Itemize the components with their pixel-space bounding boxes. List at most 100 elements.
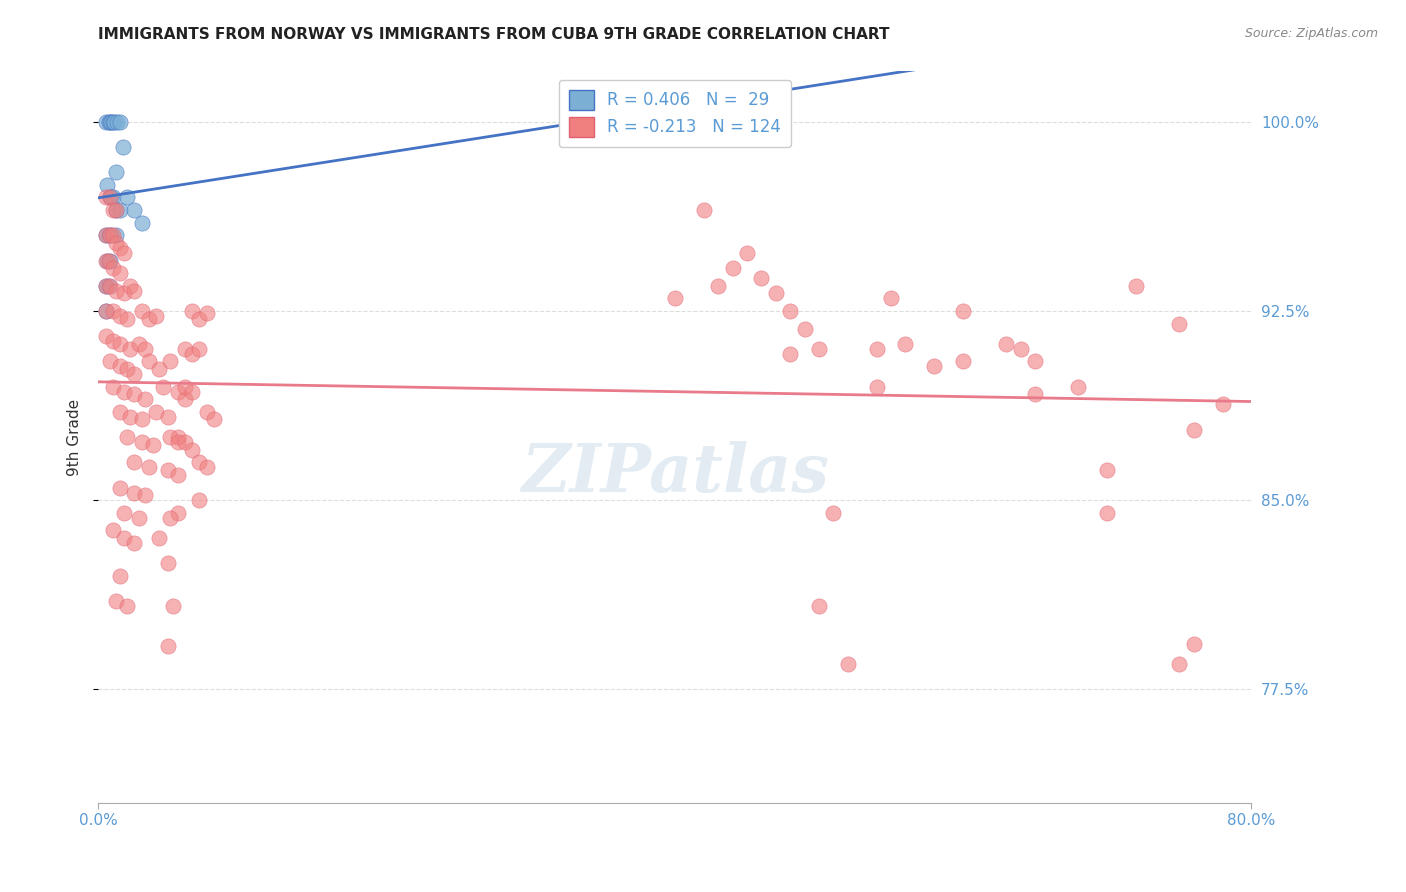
Point xyxy=(131,412,153,426)
Point xyxy=(103,115,125,129)
Point xyxy=(117,599,139,613)
Point xyxy=(142,437,165,451)
Point xyxy=(148,531,170,545)
Point xyxy=(145,309,167,323)
Point xyxy=(1024,387,1046,401)
Point xyxy=(108,241,131,255)
Point xyxy=(100,115,122,129)
Point xyxy=(98,354,121,368)
Point xyxy=(97,253,120,268)
Point xyxy=(108,309,131,323)
Y-axis label: 9th Grade: 9th Grade xyxy=(66,399,82,475)
Point xyxy=(159,354,181,368)
Point xyxy=(188,493,211,508)
Point xyxy=(202,412,225,426)
Point xyxy=(837,657,859,671)
Point xyxy=(894,336,917,351)
Point xyxy=(117,311,139,326)
Point xyxy=(124,536,146,550)
Point xyxy=(131,435,153,450)
Point xyxy=(166,506,188,520)
Point xyxy=(98,115,121,129)
Point xyxy=(112,531,135,545)
Point xyxy=(174,392,197,407)
Point xyxy=(1097,506,1119,520)
Point xyxy=(117,362,139,376)
Point xyxy=(94,228,117,243)
Point xyxy=(174,379,197,393)
Point xyxy=(779,304,801,318)
Point xyxy=(1125,278,1147,293)
Point xyxy=(94,304,117,318)
Point xyxy=(138,354,160,368)
Point xyxy=(721,261,744,276)
Point xyxy=(94,253,117,268)
Point xyxy=(101,524,124,538)
Point xyxy=(108,359,131,374)
Point xyxy=(97,278,120,293)
Point xyxy=(664,291,686,305)
Point xyxy=(101,379,124,393)
Legend: R = 0.406   N =  29, R = -0.213   N = 124: R = 0.406 N = 29, R = -0.213 N = 124 xyxy=(558,79,792,147)
Point xyxy=(1168,317,1191,331)
Point xyxy=(181,442,204,457)
Point xyxy=(592,115,614,129)
Point xyxy=(101,304,124,318)
Point xyxy=(117,190,139,204)
Point xyxy=(779,347,801,361)
Point xyxy=(108,203,131,218)
Point xyxy=(104,594,127,608)
Point xyxy=(112,384,135,399)
Point xyxy=(98,190,121,204)
Point xyxy=(145,405,167,419)
Point xyxy=(162,599,184,613)
Point xyxy=(138,460,160,475)
Point xyxy=(1212,397,1234,411)
Point xyxy=(195,405,218,419)
Point xyxy=(104,228,127,243)
Point xyxy=(112,246,135,260)
Point xyxy=(138,311,160,326)
Point xyxy=(117,430,139,444)
Point xyxy=(134,488,156,502)
Point xyxy=(94,228,117,243)
Point xyxy=(152,379,174,393)
Text: ZIPatlas: ZIPatlas xyxy=(522,442,828,506)
Text: IMMIGRANTS FROM NORWAY VS IMMIGRANTS FROM CUBA 9TH GRADE CORRELATION CHART: IMMIGRANTS FROM NORWAY VS IMMIGRANTS FRO… xyxy=(98,27,890,42)
Point xyxy=(104,235,127,250)
Point xyxy=(952,304,974,318)
Point xyxy=(98,228,121,243)
Point xyxy=(793,321,815,335)
Point xyxy=(120,409,142,424)
Point xyxy=(96,178,118,192)
Point xyxy=(693,203,716,218)
Point xyxy=(823,506,845,520)
Point xyxy=(765,286,787,301)
Point xyxy=(94,278,117,293)
Point xyxy=(181,384,204,399)
Point xyxy=(1182,423,1205,437)
Point xyxy=(134,392,156,407)
Point xyxy=(159,430,181,444)
Point xyxy=(995,336,1018,351)
Point xyxy=(108,569,131,583)
Point xyxy=(108,405,131,419)
Point xyxy=(101,115,124,129)
Point xyxy=(156,409,179,424)
Point xyxy=(166,467,188,482)
Point xyxy=(124,387,146,401)
Point xyxy=(124,284,146,298)
Point xyxy=(188,342,211,356)
Point xyxy=(166,384,188,399)
Point xyxy=(131,304,153,318)
Point xyxy=(166,430,188,444)
Point xyxy=(866,342,889,356)
Point xyxy=(101,334,124,349)
Point xyxy=(105,115,128,129)
Point xyxy=(108,336,131,351)
Point xyxy=(134,342,156,356)
Point xyxy=(174,435,197,450)
Point xyxy=(120,278,142,293)
Point xyxy=(880,291,903,305)
Point xyxy=(188,311,211,326)
